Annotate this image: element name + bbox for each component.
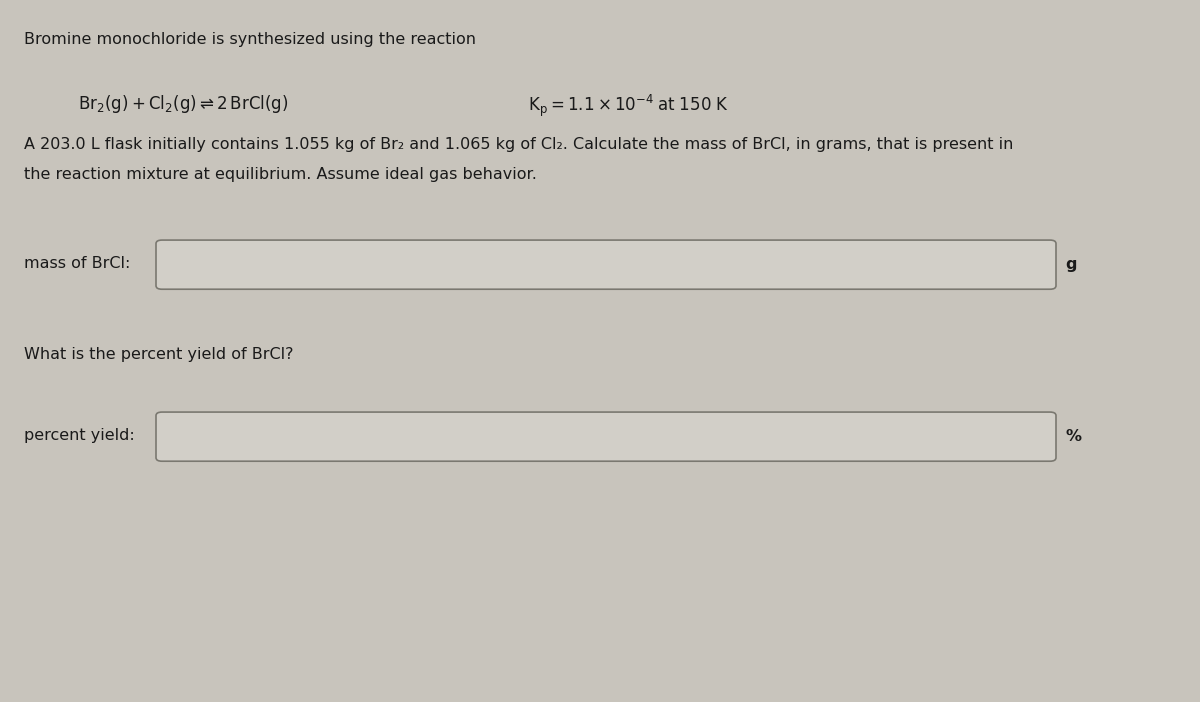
Text: mass of BrCl:: mass of BrCl: <box>24 256 131 271</box>
FancyBboxPatch shape <box>156 240 1056 289</box>
Text: A 203.0 L flask initially contains 1.055 kg of Br₂ and 1.065 kg of Cl₂. Calculat: A 203.0 L flask initially contains 1.055… <box>24 137 1013 152</box>
Text: the reaction mixture at equilibrium. Assume ideal gas behavior.: the reaction mixture at equilibrium. Ass… <box>24 167 536 182</box>
Text: What is the percent yield of BrCl?: What is the percent yield of BrCl? <box>24 347 294 362</box>
Text: $\mathrm{K_p = 1.1 \times 10^{-4}\;at\;150\;K}$: $\mathrm{K_p = 1.1 \times 10^{-4}\;at\;1… <box>528 93 728 119</box>
Text: Bromine monochloride is synthesized using the reaction: Bromine monochloride is synthesized usin… <box>24 32 476 46</box>
Text: percent yield:: percent yield: <box>24 428 134 443</box>
Text: $\mathrm{Br_2(g) + Cl_2(g) \rightleftharpoons 2\,BrCl(g)}$: $\mathrm{Br_2(g) + Cl_2(g) \rightlefthar… <box>78 93 288 114</box>
Text: g: g <box>1066 257 1078 272</box>
Text: %: % <box>1066 429 1081 444</box>
FancyBboxPatch shape <box>156 412 1056 461</box>
